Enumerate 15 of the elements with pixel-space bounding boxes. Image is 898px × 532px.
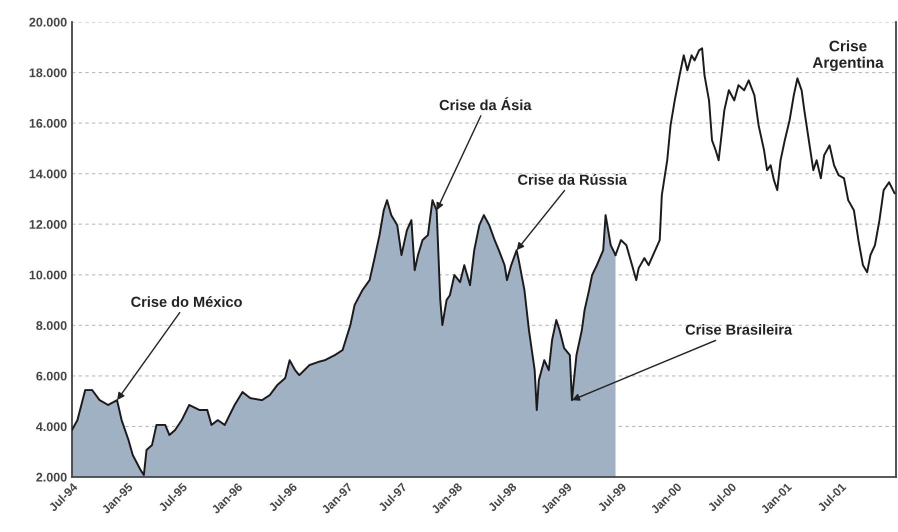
y-tick-label: 4.000 <box>36 422 67 432</box>
y-tick-label: 18.000 <box>30 68 67 78</box>
y-tick-label: 8.000 <box>36 321 67 330</box>
y-tick-label: 12.000 <box>30 220 67 229</box>
annotation: Crise do México <box>131 296 242 307</box>
y-tick-label: 6.000 <box>36 372 67 381</box>
y-tick-label: 20.000 <box>29 18 67 27</box>
y-tick-label: 2.000 <box>36 472 67 482</box>
annotation: Crise Brasileira <box>686 324 792 335</box>
annotation: Crise Argentina <box>812 40 884 71</box>
annotation: Crise da Rússia <box>518 174 627 185</box>
y-tick-label: 16.000 <box>30 118 67 128</box>
y-tick-label: 10.000 <box>30 270 67 280</box>
annotation: Crise da Ásia <box>440 97 532 110</box>
y-tick-label: 14.000 <box>30 169 67 178</box>
